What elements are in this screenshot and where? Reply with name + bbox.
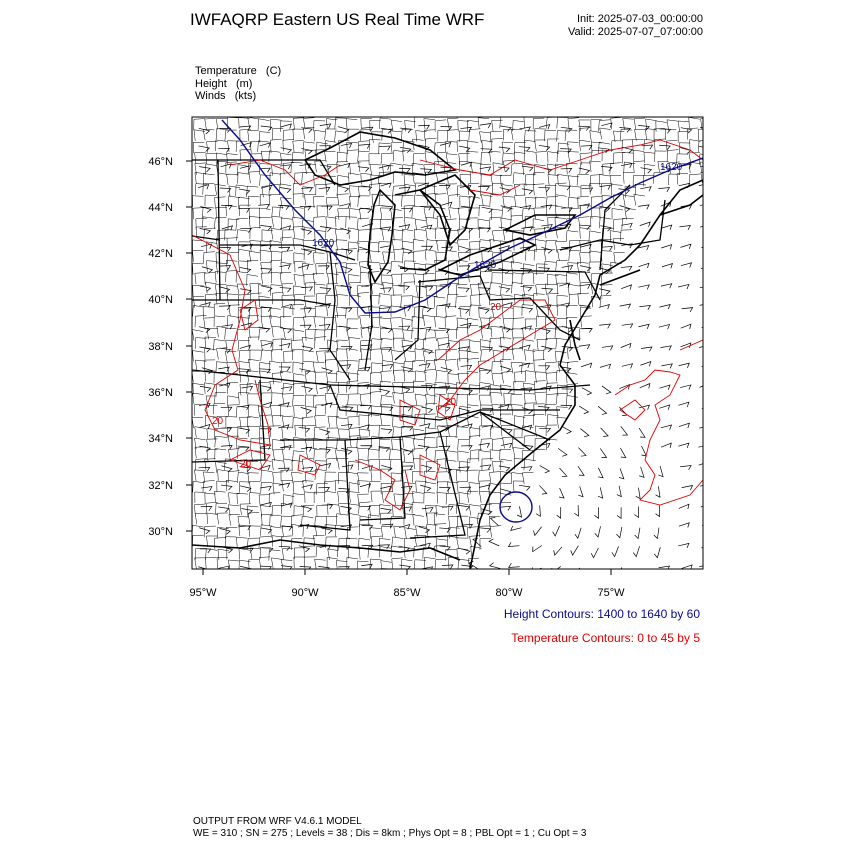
variable-list: Temperature (C) Height (m) Winds (kts) [195,65,281,103]
valid-time: Valid: 2025-07-07_07:00:00 [568,26,703,38]
longitude-labels: 95°W 90°W 85°W 80°W 75°W [189,587,625,599]
lat-label: 44°N [148,202,173,214]
lon-label: 85°W [393,587,421,599]
init-valid-times: Init: 2025-07-03_00:00:00 Valid: 2025-07… [568,13,703,39]
temperature-contour-note: Temperature Contours: 0 to 45 by 5 [511,631,700,645]
svg-text:1620: 1620 [312,238,335,249]
variable-winds: Winds (kts) [195,90,257,102]
svg-text:20: 20 [490,302,502,313]
height-contour-note: Height Contours: 1400 to 1640 by 60 [503,607,700,621]
footer-line-2: WE = 310 ; SN = 275 ; Levels = 38 ; Dis … [193,828,587,839]
lat-label: 36°N [148,387,173,399]
lat-label: 40°N [148,294,173,306]
lat-label: 42°N [148,248,173,260]
lon-label: 80°W [495,587,523,599]
temperature-contours [192,139,703,511]
temperature-contour-labels: 20 20 20 20 [212,302,502,470]
latitude-labels: 46°N 44°N 42°N 40°N 38°N 36°N 34°N 32°N … [148,156,173,538]
plot-frame [191,116,704,570]
wind-barbs [197,122,703,569]
lat-label: 30°N [148,526,173,538]
footer-line-1: OUTPUT FROM WRF V4.6.1 MODEL [193,816,362,827]
coastlines [192,131,703,569]
lon-label: 75°W [597,587,625,599]
svg-text:20: 20 [240,459,252,470]
init-time: Init: 2025-07-03_00:00:00 [577,13,703,25]
variable-height: Height (m) [195,77,253,90]
lon-label: 95°W [189,587,217,599]
map-content: 20 20 20 20 1620 1620 1620 [192,117,703,569]
lat-label: 38°N [148,341,173,353]
svg-text:1620: 1620 [660,162,683,173]
height-contour-labels: 1620 1620 1620 [312,162,683,271]
lon-label: 90°W [291,587,319,599]
svg-text:1620: 1620 [474,260,497,271]
lat-label: 32°N [148,480,173,492]
lat-label: 46°N [148,156,173,168]
svg-text:20: 20 [212,416,224,427]
height-contours [221,119,703,523]
axis-ticks [186,160,612,575]
svg-text:20: 20 [445,397,457,408]
lat-label: 34°N [148,433,173,445]
variable-temperature: Temperature (C) [195,65,282,77]
model-footer: OUTPUT FROM WRF V4.6.1 MODEL WE = 310 ; … [193,816,586,840]
chart-title: IWFAQRP Eastern US Real Time WRF [190,10,485,29]
county-boundaries [192,117,703,569]
